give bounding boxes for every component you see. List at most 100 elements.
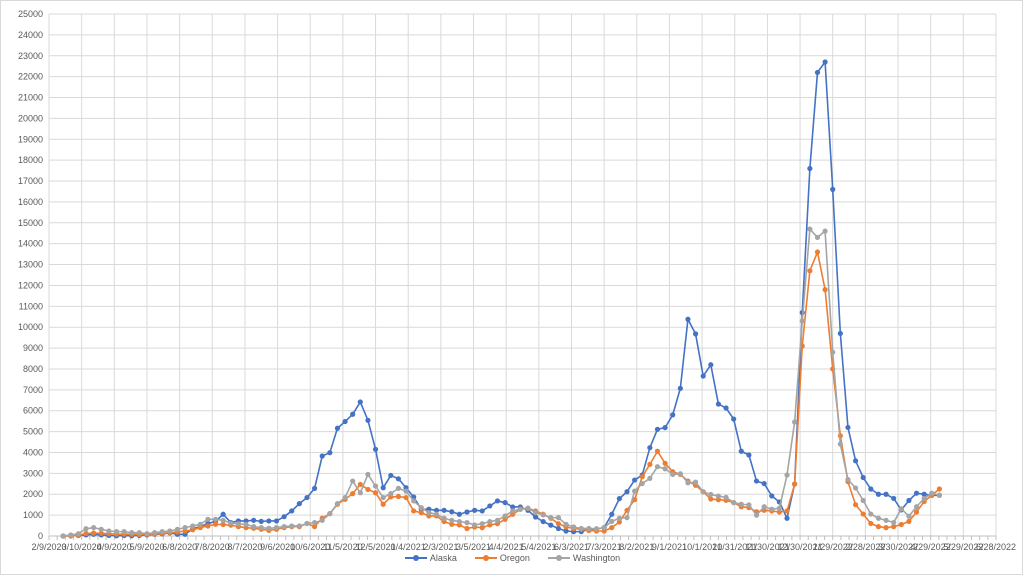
data-point-washington bbox=[662, 466, 668, 472]
data-point-alaska bbox=[860, 474, 866, 481]
data-point-oregon bbox=[883, 525, 889, 531]
data-point-washington bbox=[906, 513, 912, 519]
data-point-oregon bbox=[91, 530, 97, 536]
data-point-washington bbox=[891, 519, 897, 526]
data-point-washington bbox=[197, 521, 203, 527]
data-point-alaska bbox=[822, 59, 828, 65]
data-point-alaska bbox=[388, 472, 394, 479]
data-point-oregon bbox=[479, 525, 485, 531]
data-point-oregon bbox=[875, 524, 882, 530]
x-tick-label: 10/31/2021 bbox=[712, 542, 757, 552]
data-point-alaska bbox=[266, 518, 272, 524]
data-point-washington bbox=[845, 477, 851, 483]
data-point-alaska bbox=[807, 165, 813, 172]
data-point-washington bbox=[738, 501, 744, 507]
data-point-oregon bbox=[411, 508, 417, 514]
data-point-washington bbox=[807, 226, 813, 232]
data-point-washington bbox=[372, 483, 379, 489]
data-point-alaska bbox=[837, 330, 843, 337]
data-point-washington bbox=[296, 523, 302, 529]
data-point-oregon bbox=[708, 496, 714, 502]
data-point-oregon bbox=[212, 521, 219, 527]
data-point-washington bbox=[243, 521, 249, 528]
data-point-oregon bbox=[311, 524, 318, 530]
data-point-alaska bbox=[685, 316, 691, 322]
data-point-oregon bbox=[555, 521, 562, 527]
y-tick-label: 11000 bbox=[19, 301, 43, 311]
data-point-washington bbox=[327, 511, 333, 517]
legend-label-alaska: Alaska bbox=[429, 553, 457, 563]
data-point-oregon bbox=[860, 511, 866, 517]
data-point-alaska bbox=[494, 498, 501, 504]
data-point-washington bbox=[418, 505, 424, 511]
data-point-oregon bbox=[83, 530, 89, 537]
y-tick-label: 8000 bbox=[23, 364, 43, 374]
data-point-oregon bbox=[205, 523, 211, 529]
data-point-oregon bbox=[403, 494, 409, 501]
y-tick-label: 9000 bbox=[23, 343, 43, 353]
data-point-alaska bbox=[311, 485, 318, 491]
data-point-oregon bbox=[616, 519, 622, 525]
data-point-alaska bbox=[677, 385, 683, 391]
data-point-washington bbox=[616, 515, 622, 521]
data-point-alaska bbox=[502, 499, 508, 506]
data-point-alaska bbox=[670, 412, 676, 418]
data-point-alaska bbox=[365, 417, 371, 423]
data-point-washington bbox=[380, 494, 386, 501]
x-tick-label: 3/5/2021 bbox=[456, 542, 491, 552]
x-tick-label: 2/3/2021 bbox=[423, 542, 458, 552]
data-point-washington bbox=[700, 489, 706, 495]
data-point-washington bbox=[441, 515, 447, 521]
data-point-oregon bbox=[891, 524, 897, 530]
data-point-alaska bbox=[220, 511, 226, 517]
data-point-alaska bbox=[395, 476, 402, 482]
data-point-washington bbox=[273, 525, 280, 531]
data-point-oregon bbox=[639, 474, 645, 480]
data-point-washington bbox=[159, 529, 165, 535]
data-point-washington bbox=[769, 506, 775, 512]
data-point-oregon bbox=[662, 460, 668, 466]
data-point-oregon bbox=[98, 530, 104, 536]
data-point-washington bbox=[654, 464, 661, 470]
data-point-washington bbox=[913, 504, 920, 510]
data-point-alaska bbox=[913, 490, 920, 496]
data-point-alaska bbox=[334, 425, 341, 431]
data-point-washington bbox=[860, 497, 866, 504]
data-point-washington bbox=[113, 529, 120, 535]
data-point-oregon bbox=[365, 486, 371, 493]
data-point-oregon bbox=[395, 493, 402, 500]
data-point-oregon bbox=[350, 491, 356, 497]
y-tick-label: 5000 bbox=[23, 427, 43, 437]
x-tick-label: 11/5/2020 bbox=[323, 542, 362, 552]
legend-marker-washington bbox=[547, 555, 570, 561]
y-tick-label: 21000 bbox=[18, 93, 43, 103]
data-point-washington bbox=[761, 504, 767, 510]
data-point-alaska bbox=[731, 416, 737, 422]
data-point-alaska bbox=[441, 507, 447, 513]
y-tick-label: 10000 bbox=[18, 322, 43, 332]
data-point-washington bbox=[532, 510, 539, 516]
data-point-alaska bbox=[319, 453, 325, 459]
data-point-alaska bbox=[654, 426, 661, 432]
y-tick-label: 14000 bbox=[18, 239, 43, 249]
data-point-alaska bbox=[532, 514, 539, 520]
data-point-washington bbox=[502, 513, 508, 519]
x-tick-label: 1/4/2021 bbox=[391, 542, 426, 552]
data-point-washington bbox=[593, 526, 600, 532]
data-point-washington bbox=[174, 526, 181, 532]
data-point-washington bbox=[464, 520, 470, 526]
data-point-washington bbox=[449, 517, 455, 523]
data-point-alaska bbox=[647, 445, 653, 451]
data-point-alaska bbox=[761, 480, 767, 487]
data-point-washington bbox=[830, 349, 836, 355]
data-point-oregon bbox=[852, 502, 859, 508]
data-point-washington bbox=[929, 490, 935, 496]
data-point-alaska bbox=[258, 518, 264, 524]
data-point-washington bbox=[151, 530, 158, 536]
y-tick-label: 3000 bbox=[23, 468, 43, 478]
data-point-alaska bbox=[921, 491, 927, 497]
data-point-oregon bbox=[776, 509, 782, 515]
data-point-oregon bbox=[609, 525, 615, 531]
data-point-alaska bbox=[464, 509, 470, 515]
data-point-alaska bbox=[708, 362, 714, 368]
